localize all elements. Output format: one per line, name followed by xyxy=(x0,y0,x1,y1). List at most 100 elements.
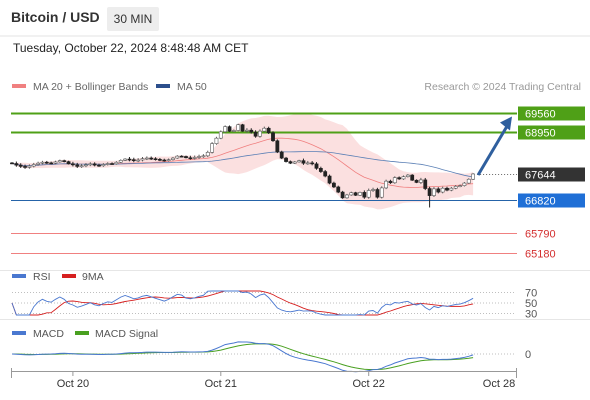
candle-body xyxy=(201,155,206,158)
candle-body xyxy=(210,143,215,153)
macd-legend-label: MACD xyxy=(33,328,64,340)
candle-body xyxy=(401,176,406,180)
candle-body xyxy=(40,161,45,164)
candle-body xyxy=(305,162,310,165)
candle-body xyxy=(123,158,128,161)
candle-body xyxy=(471,173,476,180)
candle-body xyxy=(231,130,236,132)
candle-body xyxy=(410,174,415,181)
candle-body xyxy=(105,163,110,165)
candle-body xyxy=(10,162,14,165)
candle-body xyxy=(236,124,241,131)
candle-body xyxy=(388,180,393,184)
forecast-arrow-shaft xyxy=(476,123,510,176)
candle-body xyxy=(445,187,449,191)
candle-body xyxy=(53,161,58,164)
candle-body xyxy=(266,127,271,134)
x-tick-label: Oct 22 xyxy=(352,378,384,390)
candle-body xyxy=(92,163,97,166)
candle-body xyxy=(223,126,228,133)
candle-body xyxy=(245,129,249,132)
candle-body xyxy=(114,161,119,165)
macd-signal-line xyxy=(12,343,474,370)
candle-body xyxy=(205,152,210,157)
timeframe-button[interactable]: 30 MIN xyxy=(107,7,159,31)
macd-legend-swatch xyxy=(12,331,26,335)
candle-body xyxy=(301,160,306,164)
candle-body xyxy=(275,140,280,153)
forecast-arrow-head xyxy=(500,116,512,131)
candle-body xyxy=(101,164,106,167)
price-legend: MA 20 + Bollinger Bands MA 50 Research © 2… xyxy=(12,81,581,93)
bollinger-band xyxy=(12,112,474,210)
candle-body xyxy=(466,178,471,184)
rsi-ma-legend-swatch xyxy=(62,274,76,278)
candle-body xyxy=(397,177,402,180)
candle-body xyxy=(227,126,232,132)
candle-body xyxy=(314,163,319,169)
candle-body xyxy=(49,162,54,165)
legend-label-0: MA 20 + Bollinger Bands xyxy=(33,81,148,93)
x-tick-label: Oct 21 xyxy=(205,378,237,390)
candle-body xyxy=(362,192,367,198)
candle-body xyxy=(188,157,193,160)
candle-body xyxy=(336,186,341,193)
candle-body xyxy=(71,163,75,166)
target-label-65180: 65180 xyxy=(525,249,556,261)
support-label-66820: 66820 xyxy=(525,196,556,208)
macd-zero-label: 0 xyxy=(525,349,531,361)
candle-body xyxy=(88,163,93,166)
candle-body xyxy=(62,160,67,162)
candle-body xyxy=(249,129,254,133)
candle-body xyxy=(131,159,136,161)
candle-body xyxy=(292,161,297,164)
resistance-label-68950: 68950 xyxy=(525,128,556,140)
candle-body xyxy=(436,188,441,193)
price-levels: 69560 68950 67644 66820 65790 65180 xyxy=(11,106,585,261)
candle-body xyxy=(427,188,432,196)
candle-body xyxy=(162,159,167,162)
candle-body xyxy=(158,159,162,161)
candle-body xyxy=(449,187,454,191)
candle-body xyxy=(79,165,84,168)
candle-body xyxy=(240,124,245,132)
candle-body xyxy=(379,187,384,198)
candle-body xyxy=(44,161,49,164)
macd-line xyxy=(11,341,474,373)
candle-body xyxy=(418,179,423,183)
candle-body xyxy=(405,174,410,177)
candle-body xyxy=(144,157,149,160)
candle-body xyxy=(375,189,380,198)
rsi-legend-label: RSI xyxy=(33,271,51,283)
x-tick-label: Oct 20 xyxy=(57,378,89,390)
candle-body xyxy=(118,160,123,163)
candle-body xyxy=(345,194,349,199)
current-price-badge xyxy=(518,167,585,182)
chart-datetime: Tuesday, October 22, 2024 8:48:48 AM CET xyxy=(13,41,249,55)
candle-body xyxy=(36,162,41,165)
candle-body xyxy=(340,191,345,199)
candle-body xyxy=(179,155,184,158)
candle-body xyxy=(153,158,158,161)
candle-body xyxy=(327,175,332,184)
legend-swatch-0 xyxy=(12,84,26,88)
candle-body xyxy=(127,158,132,161)
candle-body xyxy=(279,151,284,159)
candle-body xyxy=(84,164,88,167)
macd-panel: MACD MACD Signal 0 xyxy=(0,319,590,373)
x-tick-label-end: Oct 28 xyxy=(483,378,515,390)
candle-body xyxy=(197,156,201,158)
candle-body xyxy=(323,171,328,177)
candle-body xyxy=(366,190,371,198)
candle-body xyxy=(423,179,428,189)
rsi-legend-swatch xyxy=(12,274,26,278)
candle-body xyxy=(192,157,197,159)
candle-body xyxy=(284,157,288,162)
candle-body xyxy=(318,168,323,172)
resistance-badge-69560 xyxy=(518,106,585,121)
macd-signal-legend-swatch xyxy=(75,331,89,335)
candle-body xyxy=(31,164,36,167)
